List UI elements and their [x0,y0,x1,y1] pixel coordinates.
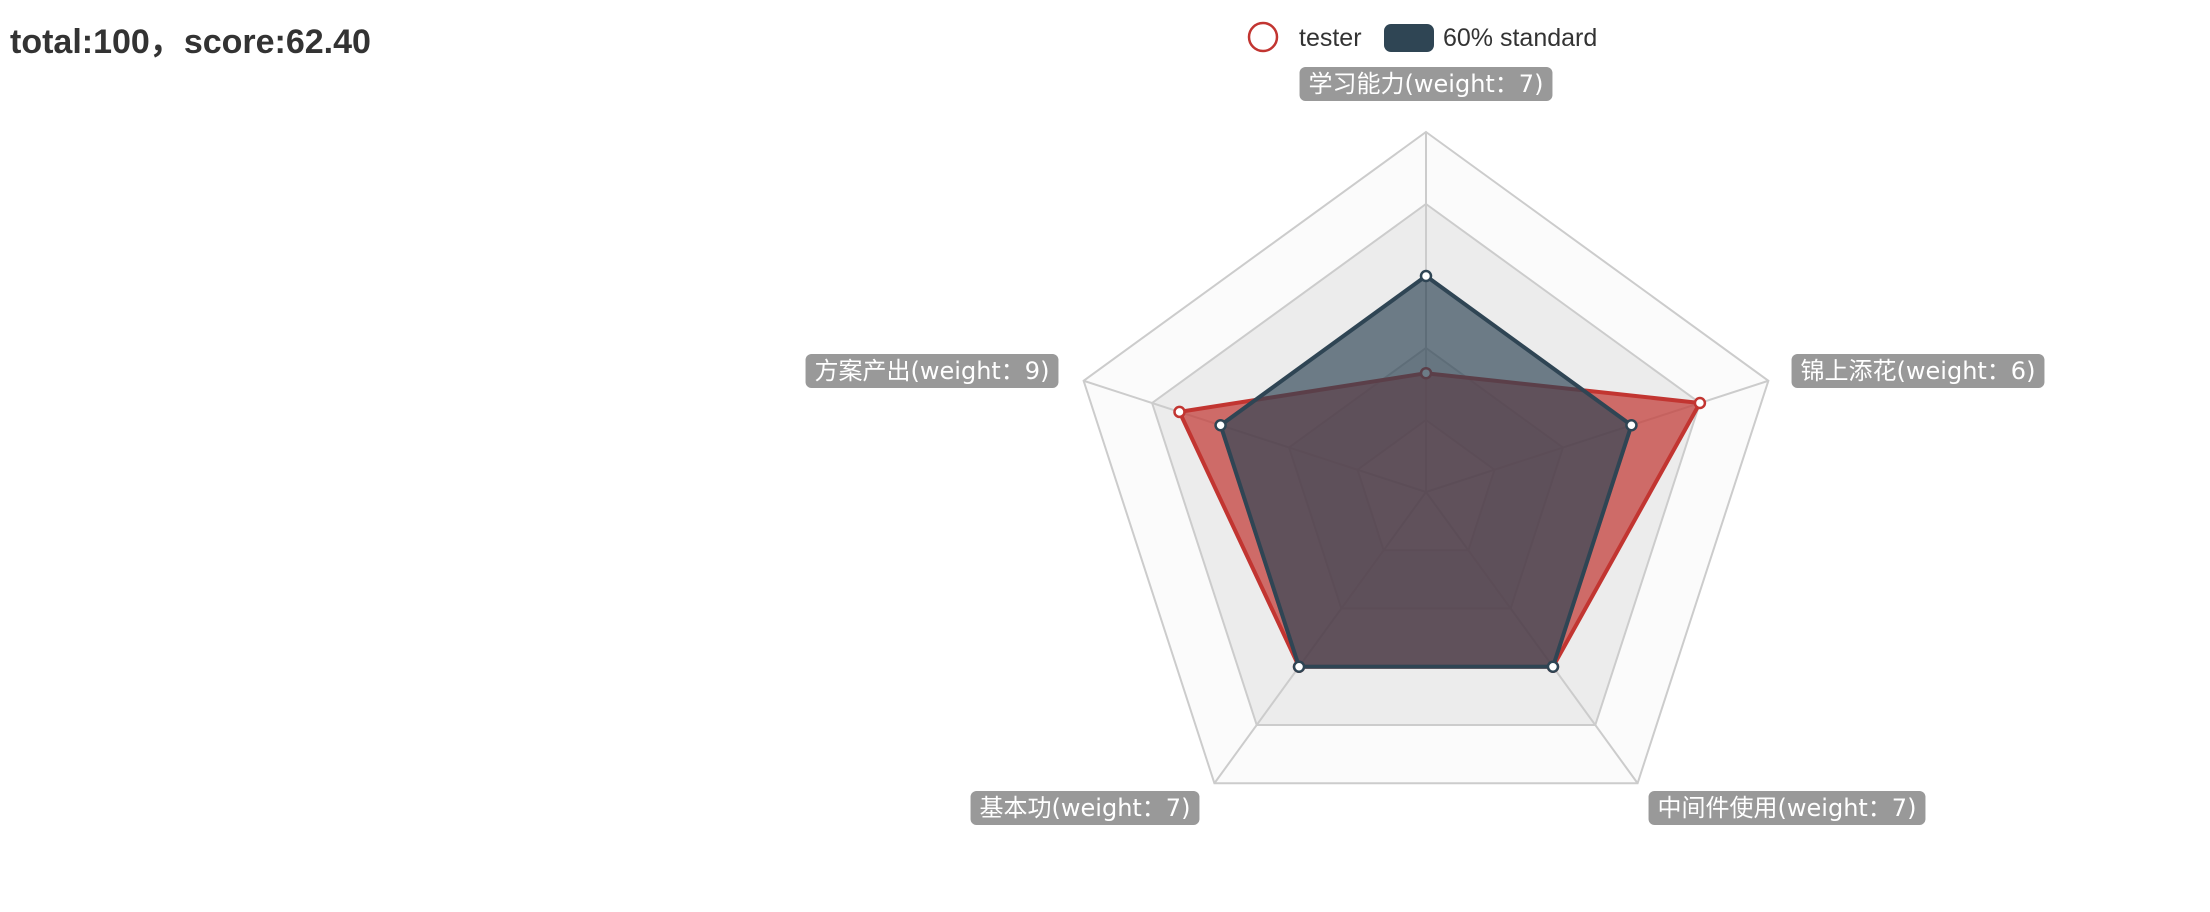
indicator-label-bg [970,791,1200,825]
indicator-label-bg [1299,67,1553,101]
radar-data-point[interactable] [1173,405,1186,419]
legend-marker-tester [1247,21,1279,53]
indicator-label-text: 基本功(weight：7) [980,794,1191,822]
radar-data-point[interactable] [1625,419,1638,432]
indicator-label: 中间件使用(weight：7) [1648,791,1926,825]
radar-indicator-labels: 学习能力(weight：7) 锦上添花(weight：6) 中间件使用(weight… [805,67,2045,825]
radar-data-point[interactable] [1419,269,1433,283]
radar-data-point[interactable] [1693,396,1707,410]
legend[interactable]: tester 60% standard [1247,21,1597,53]
indicator-label-text: 学习能力(weight：7) [1309,70,1544,98]
radar-series-area-1[interactable] [1218,274,1634,669]
legend-label-standard: 60% standard [1443,24,1597,52]
page-title: total:100，score:62.40 [10,23,371,61]
legend-label-tester: tester [1299,24,1362,52]
radar-data-point[interactable] [1214,419,1227,432]
indicator-label-bg [1791,354,2045,388]
indicator-label-text: 中间件使用(weight：7) [1658,794,1917,822]
legend-marker-standard [1384,24,1434,52]
indicator-label: 学习能力(weight：7) [1299,67,1553,101]
indicator-label-bg [805,354,1059,388]
indicator-label-text: 方案产出(weight：9) [815,357,1050,385]
legend-item-tester[interactable]: tester [1247,21,1362,53]
indicator-label-text: 锦上添花(weight：6) [1801,357,2036,385]
radar-series [1173,269,1707,673]
indicator-label: 锦上添花(weight：6) [1791,354,2045,388]
indicator-label: 方案产出(weight：9) [805,354,1059,388]
radar-data-point[interactable] [1292,660,1306,673]
legend-item-standard[interactable]: 60% standard [1384,24,1597,52]
indicator-label: 基本功(weight：7) [970,791,1200,825]
indicator-label-bg [1648,791,1926,825]
radar-data-point[interactable] [1546,660,1560,673]
